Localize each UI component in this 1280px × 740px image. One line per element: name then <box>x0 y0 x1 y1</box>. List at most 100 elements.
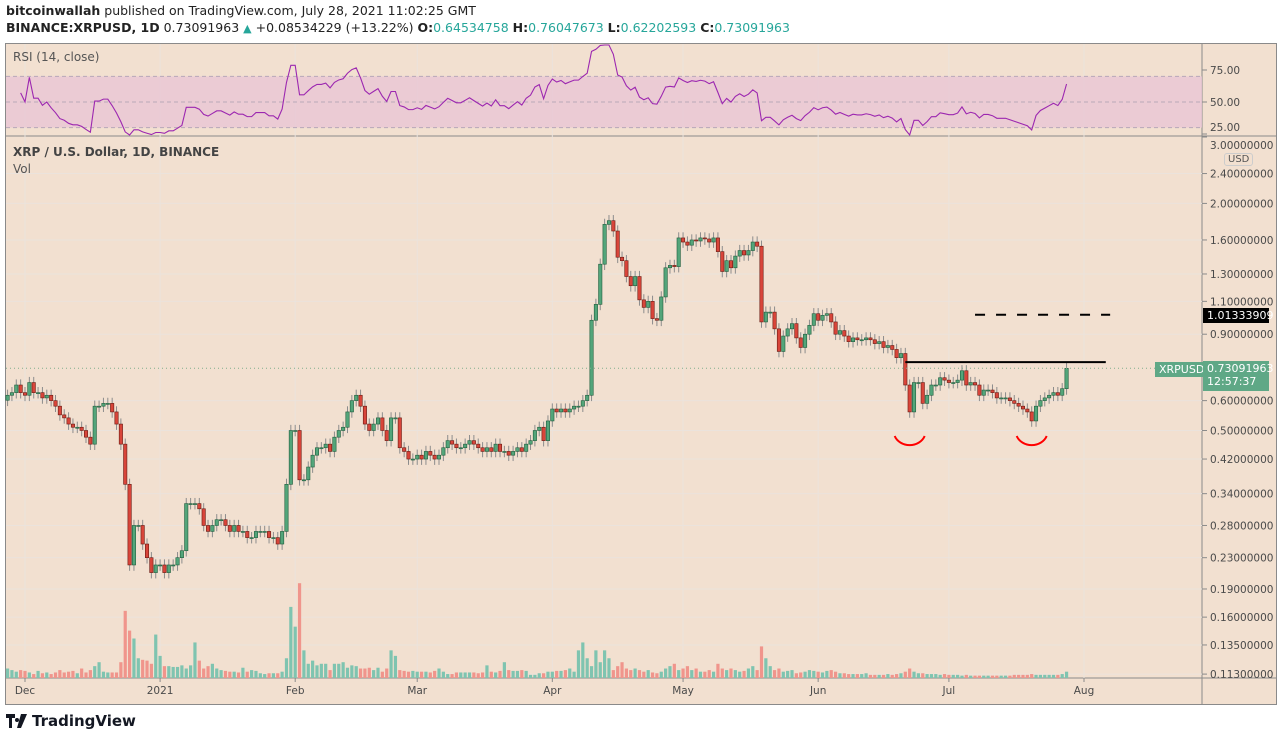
candle <box>153 564 158 573</box>
candle <box>27 382 32 396</box>
candle <box>140 525 145 545</box>
volume-bar <box>5 668 10 678</box>
candle <box>110 403 115 413</box>
candle <box>223 519 228 526</box>
volume-bar <box>646 670 650 678</box>
candle <box>467 440 472 445</box>
volume-bar <box>1051 674 1056 678</box>
volume-bar <box>1003 675 1008 678</box>
volume-bar <box>511 670 515 678</box>
volume-bar <box>598 662 602 678</box>
volume-bar <box>337 663 341 678</box>
candle <box>519 447 524 452</box>
candle <box>637 276 642 301</box>
high-label: H: <box>512 20 529 35</box>
candle <box>646 301 651 308</box>
candle <box>720 251 725 272</box>
candle <box>214 519 219 526</box>
volume-bar <box>864 673 868 678</box>
time-tick-label: Apr <box>543 685 562 697</box>
candle <box>415 454 420 460</box>
candle <box>14 384 19 393</box>
volume-bar <box>725 670 729 678</box>
candle <box>986 389 991 392</box>
volume-bar <box>498 670 502 678</box>
volume-bar <box>768 666 772 678</box>
candle <box>49 394 54 401</box>
volume-bar <box>764 658 768 678</box>
candle <box>864 337 869 341</box>
candle <box>659 296 664 321</box>
high-value: 0.76047673 <box>528 20 604 35</box>
candle <box>92 405 97 445</box>
change: +0.08534229 (+13.22%) <box>255 20 414 35</box>
candle <box>1042 397 1047 401</box>
candle <box>563 408 568 413</box>
volume-bar <box>698 671 703 678</box>
volume-bar <box>515 670 520 678</box>
candle <box>188 503 193 505</box>
volume-bar <box>341 662 345 678</box>
rsi-title: RSI (14, close) <box>13 50 100 64</box>
candle <box>284 483 289 532</box>
candle <box>227 525 232 532</box>
volume-bar <box>951 674 955 678</box>
candle <box>585 394 590 401</box>
volume-bar <box>328 670 332 678</box>
close-label: C: <box>700 20 715 35</box>
volume-bar <box>459 672 463 678</box>
candle <box>476 443 481 449</box>
candle <box>97 405 102 408</box>
symbol-tag: XRPUSD <box>1155 362 1209 377</box>
volume-bar <box>210 663 214 678</box>
price-tag: 0.73091963 12:57:37 <box>1203 361 1273 391</box>
volume-bar <box>838 673 842 678</box>
candle <box>790 323 795 330</box>
volume-bar <box>877 674 881 678</box>
candle <box>968 382 973 386</box>
candle <box>1064 367 1069 389</box>
publish-info: bitcoinwallah published on TradingView.c… <box>6 3 476 18</box>
candle <box>345 411 350 428</box>
volume-bar <box>437 668 441 678</box>
candle <box>973 382 978 386</box>
currency-button[interactable]: USD <box>1224 153 1254 166</box>
volume-bar <box>921 673 925 678</box>
volume-bar <box>267 673 271 678</box>
volume-bar <box>833 671 838 678</box>
candle <box>872 339 877 344</box>
candle <box>933 384 938 387</box>
candle <box>624 260 629 277</box>
volume-bar <box>489 671 493 678</box>
volume-bar <box>180 665 184 678</box>
candle <box>641 299 646 308</box>
volume-bar <box>751 666 755 678</box>
candle <box>925 394 930 404</box>
candle <box>406 451 411 460</box>
volume-bar <box>250 670 254 678</box>
author[interactable]: bitcoinwallah <box>6 3 101 18</box>
tradingview-logo[interactable]: TradingView <box>6 712 136 730</box>
volume-bar <box>759 646 764 678</box>
candle <box>489 447 494 452</box>
candle <box>550 408 555 422</box>
volume-bar <box>480 672 485 678</box>
candle <box>171 564 176 567</box>
candle <box>371 423 376 431</box>
volume-bar <box>964 674 968 678</box>
volume-bar <box>175 666 180 678</box>
volume-bar <box>507 670 511 678</box>
volume-bar <box>777 668 781 678</box>
volume-bar <box>97 662 101 678</box>
price-tick-label: 1.30000000 <box>1210 269 1273 281</box>
candle <box>454 443 459 449</box>
volume-bar <box>58 670 62 678</box>
volume-bar <box>101 671 106 678</box>
candle <box>389 417 394 441</box>
candle <box>253 531 258 538</box>
volume-bar <box>223 670 228 678</box>
candle <box>419 454 424 460</box>
candle <box>31 382 36 393</box>
volume-bar <box>786 670 790 678</box>
